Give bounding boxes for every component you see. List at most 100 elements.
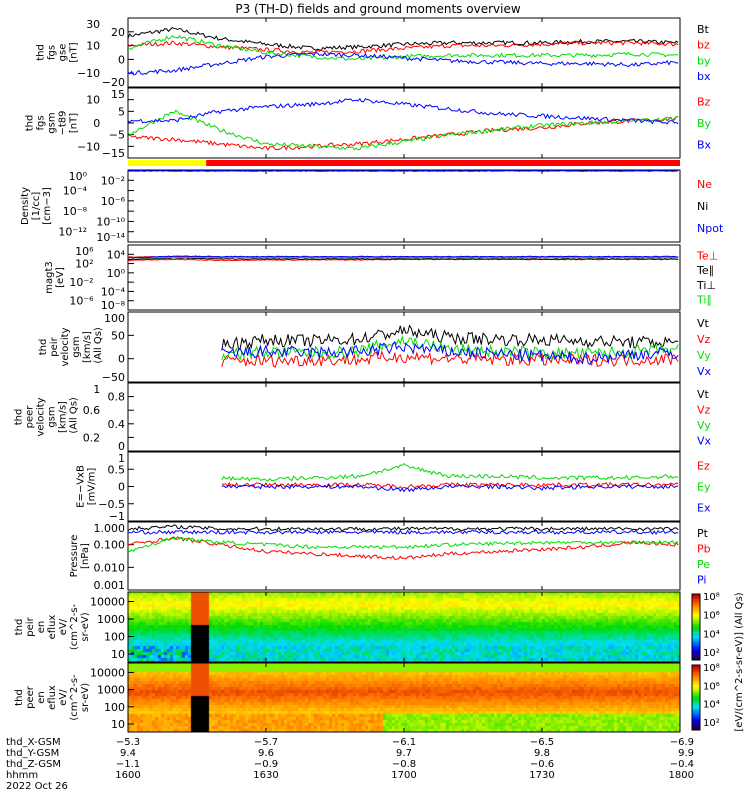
magt3-frame: [127, 244, 681, 311]
legend-Vy: Vy: [697, 419, 711, 432]
series-Bx-line: [127, 97, 679, 125]
y-tick-label: 1.000: [94, 522, 126, 535]
fgs-gsm-ylabel-line: gsm: [46, 112, 57, 133]
colorbar-cell: [692, 629, 700, 632]
y-tick-label: 10: [111, 648, 125, 661]
y-tick-label: 10⁰: [69, 170, 88, 183]
peer-spec-ylabel-line: thd: [14, 689, 25, 706]
y-tick-label: −20: [102, 76, 125, 89]
series-bz-line: [127, 39, 679, 55]
series-Ti∥-line: [127, 256, 679, 259]
colorbar-cell: [692, 594, 700, 597]
colorbar-cell: [692, 602, 700, 606]
y-tick-label: 10: [111, 718, 125, 731]
y-tick-label: −5: [109, 129, 125, 142]
colorbar-cell: [692, 725, 700, 729]
colorbar-cell: [692, 708, 700, 711]
peir-spec-ylabel-line: thd: [14, 619, 25, 636]
y-tick-label: 0: [118, 353, 125, 366]
colorbar-cell: [692, 697, 700, 701]
density-ylabel-line: Density: [20, 187, 31, 225]
y-tick-label: 1000: [97, 613, 125, 626]
fgs-gse-ylabel-line: fgs: [46, 45, 57, 60]
colorbar-cell: [692, 605, 700, 608]
y-tick-label: 5: [118, 105, 125, 118]
series-Pi-line: [127, 529, 679, 535]
series-Bt-line: [127, 27, 679, 51]
colorbar-cell: [692, 688, 700, 692]
y-tick-label: −15: [102, 147, 125, 160]
legend-Pe: Pe: [697, 558, 710, 571]
y-tick-label: 100: [104, 701, 125, 714]
colorbar-cell: [692, 627, 700, 630]
y-tick-label: 10⁻¹²: [58, 226, 87, 239]
colorbar-cell: [692, 620, 700, 624]
colorbar-cell: [692, 616, 700, 619]
colorbar-cell: [692, 638, 700, 641]
y-tick-label: 0: [118, 481, 125, 494]
colorbar-cell: [692, 682, 700, 685]
y-tick-label: 10⁻⁴: [101, 285, 126, 298]
peir-spec-colorbar: [692, 594, 700, 661]
peer-velocity-ylabel-line: peer: [24, 405, 35, 429]
peer-spec-ylabel-line: en: [36, 691, 47, 704]
colorbar-cell: [692, 684, 700, 688]
colorbar-cell: [692, 680, 700, 683]
legend-Npot: Npot: [697, 222, 724, 235]
peer-velocity-ylabel-line: velocity: [35, 397, 46, 436]
fgs-gse-ylabel-line: [nT]: [68, 42, 79, 62]
y-tick-label: 10⁻⁴: [63, 185, 88, 198]
colorbar-cell: [692, 704, 700, 707]
colorbar-cell: [692, 673, 700, 677]
series-Ey-line: [221, 463, 679, 482]
colorbar-cell: [692, 609, 700, 613]
y-tick-label: −0.5: [98, 498, 125, 511]
y-tick-label: −1: [109, 510, 125, 523]
date-label: 2022 Oct 26: [6, 781, 68, 792]
ephemeris-value: −6.5: [530, 737, 554, 748]
peir-velocity-ylabel-line: thd: [38, 339, 49, 356]
series-Npot-line: [127, 169, 679, 172]
legend-bx: bx: [697, 70, 711, 83]
e-field-frame: [127, 451, 681, 522]
peer-spec-frame: [127, 662, 681, 733]
colorbar-tick-label: 10²: [703, 648, 720, 659]
series-Vy-line: [221, 334, 679, 361]
y-tick-label: 10⁻⁸: [101, 299, 126, 312]
fgs-gse-ylabel-line: thd: [35, 44, 46, 61]
peer-velocity-ylabel-line: gsm: [46, 406, 57, 427]
colorbar-cell: [692, 622, 700, 626]
pressure-ylabel-line: Pressure: [69, 535, 80, 578]
peir-spec-ylabel-line: en: [36, 621, 47, 634]
legend-Bx: Bx: [697, 138, 712, 151]
colorbar-cell: [692, 624, 700, 628]
series-Ex-line: [221, 483, 679, 493]
series-Te∥-line: [128, 257, 679, 261]
ephemeris-value: −0.6: [530, 759, 554, 770]
legend-Ez: Ez: [697, 460, 710, 473]
legend-Ti∥: Ti∥: [696, 294, 712, 307]
series-Pb-line: [127, 536, 679, 560]
ephemeris-value: −6.9: [670, 737, 694, 748]
peir-velocity-ylabel-line: velocity: [60, 327, 71, 366]
ephemeris-label: hhmm: [6, 770, 38, 781]
colorbar-cell: [692, 691, 700, 694]
y-tick-label: 0: [118, 53, 125, 66]
magt3-ylabel-line: magt3: [44, 261, 55, 294]
colorbar-cell: [692, 644, 700, 648]
colorbar-cell: [692, 671, 700, 675]
legend-Ti⊥: Ti⊥: [696, 279, 716, 292]
y-tick-label: 0.001: [94, 579, 126, 592]
series-Vx-line: [221, 341, 679, 366]
legend-Vy: Vy: [697, 349, 711, 362]
ephemeris-label: thd_Y-GSM: [6, 748, 59, 759]
y-tick-label: −50: [102, 371, 125, 384]
legend-Bz: Bz: [697, 96, 711, 109]
y-tick-label: 10⁻¹⁰: [96, 215, 125, 228]
fgs-gsm-ylabel-line: fgs: [35, 115, 46, 130]
y-tick-label: 10000: [90, 666, 125, 679]
colorbar-cell: [692, 699, 700, 703]
colorbar-cell: [692, 633, 700, 637]
colorbar-cell: [692, 717, 700, 720]
